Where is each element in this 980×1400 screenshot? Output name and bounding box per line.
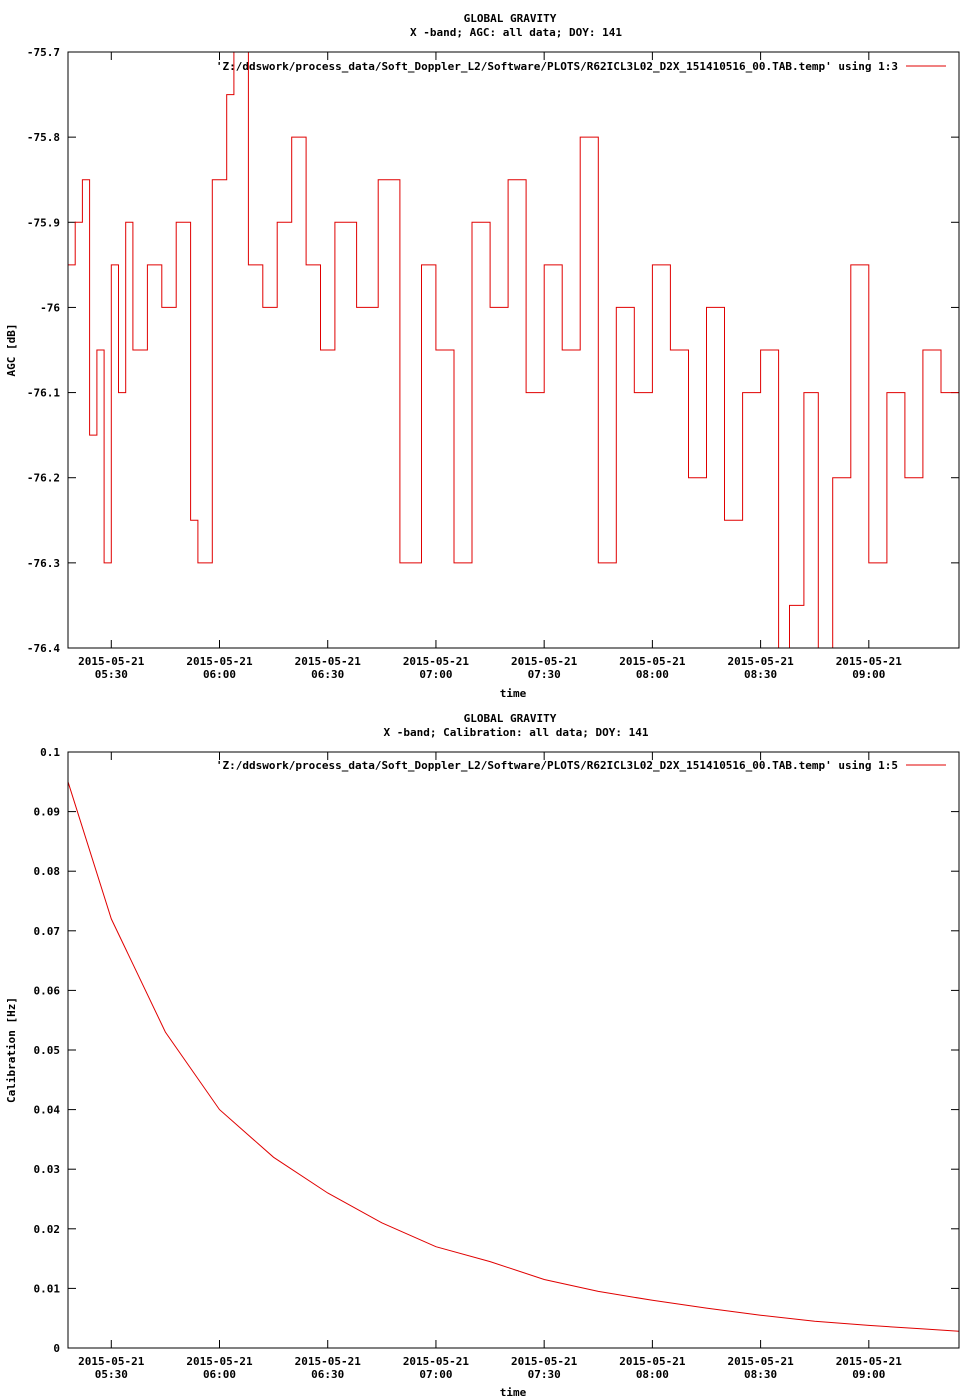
x-tick-time-label: 06:30 (311, 1368, 344, 1381)
x-tick-date-label: 2015-05-21 (78, 1355, 145, 1368)
x-tick-date-label: 2015-05-21 (511, 655, 578, 668)
x-tick-time-label: 06:00 (203, 668, 236, 681)
x-tick-date-label: 2015-05-21 (836, 655, 903, 668)
x-tick-time-label: 09:00 (852, 668, 885, 681)
x-tick-time-label: 08:30 (744, 668, 777, 681)
x-tick-date-label: 2015-05-21 (619, 655, 686, 668)
x-tick-date-label: 2015-05-21 (511, 1355, 578, 1368)
x-tick-date-label: 2015-05-21 (403, 1355, 470, 1368)
y-tick-label: -76.3 (27, 557, 60, 570)
y-tick-label: 0.02 (34, 1223, 61, 1236)
agc-chart-title: GLOBAL GRAVITY (464, 12, 557, 25)
x-tick-date-label: 2015-05-21 (295, 655, 362, 668)
y-tick-label: 0.07 (34, 925, 61, 938)
x-tick-time-label: 06:00 (203, 1368, 236, 1381)
y-tick-label: 0.03 (34, 1163, 61, 1176)
x-tick-time-label: 05:30 (95, 1368, 128, 1381)
x-tick-date-label: 2015-05-21 (295, 1355, 362, 1368)
y-tick-label: 0.01 (34, 1282, 61, 1295)
y-tick-label: 0.08 (34, 865, 61, 878)
y-tick-label: 0.04 (34, 1104, 61, 1117)
agc-axes (68, 51, 959, 649)
y-tick-label: 0 (53, 1342, 60, 1355)
y-tick-label: 0.06 (34, 984, 61, 997)
calibration-y-axis-label: Calibration [Hz] (5, 997, 18, 1103)
y-tick-label: -76.2 (27, 472, 60, 485)
x-tick-date-label: 2015-05-21 (403, 655, 470, 668)
agc-y-axis-label: AGC [dB] (5, 324, 18, 377)
x-tick-time-label: 07:00 (419, 1368, 452, 1381)
calibration-plot-frame (67, 751, 960, 1349)
y-tick-label: -76.1 (27, 387, 60, 400)
x-tick-date-label: 2015-05-21 (727, 655, 794, 668)
x-tick-time-label: 09:00 (852, 1368, 885, 1381)
y-tick-label: -75.9 (27, 216, 60, 229)
y-tick-label: -75.7 (27, 46, 60, 59)
x-tick-date-label: 2015-05-21 (78, 655, 145, 668)
calibration-series-line (67, 781, 960, 1332)
agc-y-tick-labels: -75.7 -75.8 -75.9 -76 -76.1 -76.2 -76.3 -76.4 (27, 46, 60, 655)
calibration-panel: GLOBAL GRAVITY X -band; Calibration: all… (5, 712, 960, 1399)
x-tick-date-label: 2015-05-21 (619, 1355, 686, 1368)
agc-x-axis-label: time (500, 687, 527, 700)
agc-series-line (68, 51, 960, 649)
y-tick-label: -76 (40, 301, 60, 314)
calibration-x-axis-label: time (500, 1386, 527, 1399)
x-tick-time-label: 07:00 (419, 668, 452, 681)
calibration-legend-label: 'Z:/ddswork/process_data/Soft_Doppler_L2… (216, 759, 898, 772)
calibration-axes (68, 751, 959, 1349)
y-tick-label: -75.8 (27, 131, 60, 144)
x-tick-time-label: 07:30 (528, 668, 561, 681)
y-tick-label: 0.09 (34, 806, 61, 819)
x-tick-date-label: 2015-05-21 (186, 1355, 253, 1368)
x-tick-date-label: 2015-05-21 (186, 655, 253, 668)
calibration-x-tick-labels: 2015-05-2105:302015-05-2106:002015-05-21… (78, 1355, 902, 1381)
x-tick-time-label: 08:00 (636, 1368, 669, 1381)
agc-x-tick-labels: 2015-05-2105:302015-05-2106:002015-05-21… (78, 655, 902, 681)
calibration-chart-subtitle: X -band; Calibration: all data; DOY: 141 (384, 726, 649, 739)
x-tick-time-label: 08:30 (744, 1368, 777, 1381)
y-tick-label: -76.4 (27, 642, 60, 655)
y-tick-label: 0.1 (40, 746, 60, 759)
x-tick-date-label: 2015-05-21 (836, 1355, 903, 1368)
calibration-chart-title: GLOBAL GRAVITY (464, 712, 557, 725)
agc-chart-subtitle: X -band; AGC: all data; DOY: 141 (410, 26, 622, 39)
x-tick-date-label: 2015-05-21 (727, 1355, 794, 1368)
x-tick-time-label: 05:30 (95, 668, 128, 681)
agc-plot-frame (67, 51, 960, 649)
y-tick-label: 0.05 (34, 1044, 61, 1057)
agc-panel: GLOBAL GRAVITY X -band; AGC: all data; D… (5, 12, 960, 700)
x-tick-time-label: 06:30 (311, 668, 344, 681)
x-tick-time-label: 08:00 (636, 668, 669, 681)
agc-legend-label: 'Z:/ddswork/process_data/Soft_Doppler_L2… (216, 60, 898, 73)
calibration-y-tick-labels: 0.1 0.09 0.08 0.07 0.06 0.05 0.04 0.03 0.02 0.01 0 (34, 746, 61, 1355)
x-tick-time-label: 07:30 (528, 1368, 561, 1381)
